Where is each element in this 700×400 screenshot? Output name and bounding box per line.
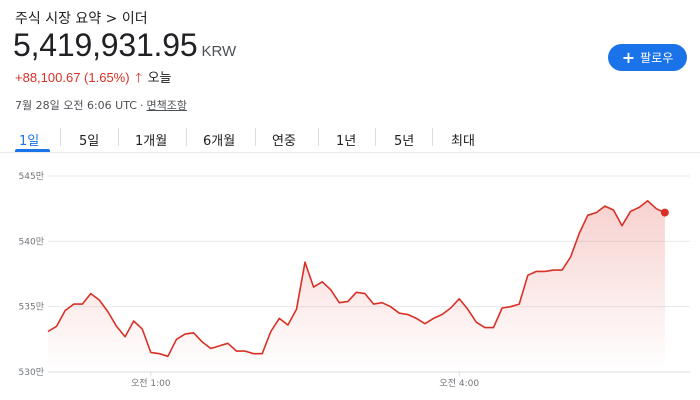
timestamp-row: 7월 28일 오전 6:06 UTC · 면책조항 <box>15 97 187 113</box>
plus-icon: + <box>621 47 636 67</box>
price-change: +88,100.67 (1.65%) <box>15 70 130 85</box>
timestamp: 7월 28일 오전 6:06 UTC <box>15 99 137 112</box>
x-axis-labels: 오전 1:00 오전 4:00 <box>131 372 479 389</box>
y-axis-labels: 545만 540만 535만 530만 <box>19 171 44 378</box>
last-price-marker <box>660 208 669 217</box>
tab-5-day[interactable]: 5일 <box>79 134 100 149</box>
price-chart[interactable]: 545만 540만 535만 530만 오전 1:00 오전 4:00 <box>0 160 700 400</box>
tab-6-month[interactable]: 6개월 <box>203 134 236 149</box>
tab-ytd[interactable]: 연중 <box>272 134 296 149</box>
y-tick-label: 530만 <box>19 367 44 378</box>
tab-divider <box>318 128 319 146</box>
tab-divider <box>255 128 256 146</box>
tabs-divider-line <box>0 152 700 153</box>
tab-divider <box>186 128 187 146</box>
range-tabs: 1일 5일 1개월 6개월 연중 1년 5년 최대 <box>0 122 700 154</box>
active-tab-indicator <box>15 149 50 152</box>
follow-button-label: 팔로우 <box>640 51 674 65</box>
x-tick-label: 오전 1:00 <box>131 378 171 389</box>
tab-1-year[interactable]: 1년 <box>336 134 357 149</box>
tab-divider <box>375 128 376 146</box>
y-tick-label: 540만 <box>19 236 44 247</box>
breadcrumb-current: 이더 <box>121 11 148 27</box>
price-area-fill <box>48 200 665 372</box>
breadcrumb-separator: > <box>101 11 122 27</box>
current-price: 5,419,931.95 <box>13 27 198 63</box>
follow-button[interactable]: + 팔로우 <box>608 44 687 71</box>
breadcrumb: 주식 시장 요약 > 이더 <box>15 8 148 28</box>
tab-max[interactable]: 최대 <box>451 134 475 149</box>
y-tick-label: 545만 <box>19 171 44 182</box>
tab-divider <box>118 128 119 146</box>
change-period: 오늘 <box>147 71 172 86</box>
tab-1-day[interactable]: 1일 <box>19 134 40 149</box>
tab-divider <box>432 128 433 146</box>
breadcrumb-market-summary-link[interactable]: 주식 시장 요약 <box>15 11 102 27</box>
timestamp-separator: · <box>139 99 144 112</box>
currency-label: KRW <box>201 43 237 60</box>
price-line <box>47 200 666 358</box>
tab-5-year[interactable]: 5년 <box>394 134 415 149</box>
change-row: +88,100.67 (1.65%) 🡑 오늘 <box>15 67 172 91</box>
x-tick-label: 오전 4:00 <box>439 378 479 389</box>
y-tick-label: 535만 <box>19 302 44 313</box>
price-row: 5,419,931.95 KRW <box>13 27 236 64</box>
arrow-up-icon: 🡑 <box>135 70 142 85</box>
tab-1-month[interactable]: 1개월 <box>135 134 168 149</box>
tab-divider <box>60 128 61 146</box>
disclaimer-link[interactable]: 면책조항 <box>146 99 187 112</box>
